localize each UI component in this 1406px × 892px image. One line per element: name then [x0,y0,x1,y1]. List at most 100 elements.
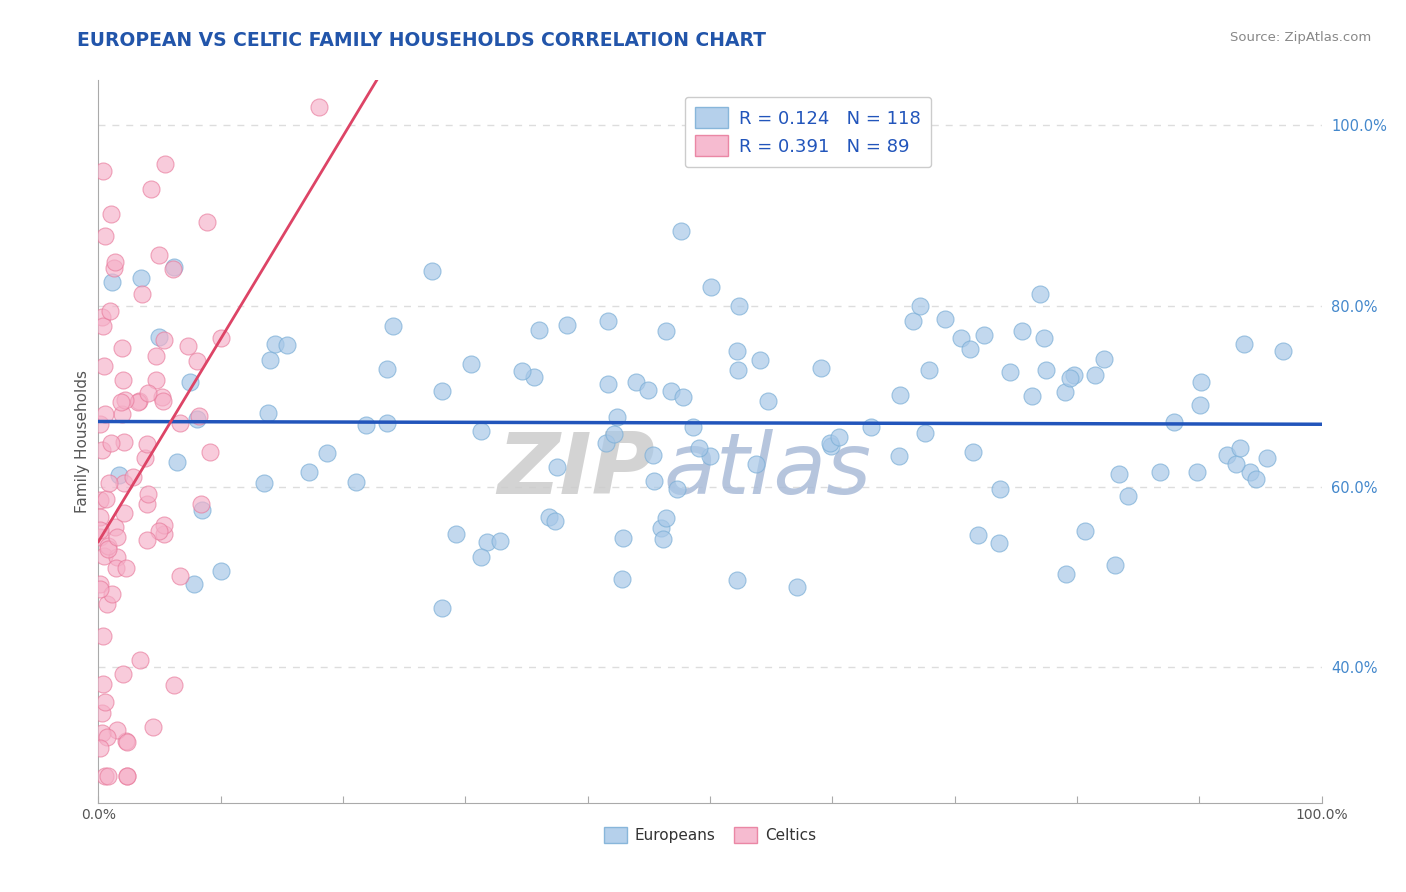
Point [89,510,111,524]
Text: Source: ZipAtlas.com: Source: ZipAtlas.com [1230,31,1371,45]
Point [538,510,561,524]
Text: atlas: atlas [664,429,872,512]
Point [115,735,138,749]
Point [1021,389,1043,403]
Point [94,695,117,709]
Point [96,492,118,507]
Point [908,299,931,313]
Point [470,550,492,565]
Y-axis label: Family Households: Family Households [75,370,90,513]
Point [191,503,214,517]
Point [654,324,676,338]
Point [1244,472,1267,486]
Point [187,409,209,424]
Point [131,287,153,301]
Point [100,436,122,450]
Point [136,437,159,451]
Point [527,323,550,337]
Point [97,541,120,556]
Point [488,533,510,548]
Point [745,458,768,472]
Point [546,459,568,474]
Point [682,420,704,434]
Point [89,523,111,537]
Text: EUROPEAN VS CELTIC FAMILY HOUSEHOLDS CORRELATION CHART: EUROPEAN VS CELTIC FAMILY HOUSEHOLDS COR… [77,31,766,50]
Point [1163,415,1185,429]
Point [988,482,1011,496]
Point [112,434,135,449]
Point [308,100,330,114]
Point [901,314,924,328]
Point [655,511,678,525]
Point [122,469,145,483]
Point [700,280,723,294]
Point [105,530,128,544]
Point [1028,287,1050,301]
Point [1074,524,1097,538]
Point [104,561,127,575]
Point [166,455,188,469]
Point [110,395,132,409]
Point [603,426,626,441]
Point [523,369,546,384]
Point [375,416,398,430]
Point [672,390,695,404]
Point [1116,490,1139,504]
Point [298,465,321,479]
Point [1229,441,1251,455]
Point [89,530,111,544]
Point [253,476,276,491]
Point [263,337,285,351]
Point [470,424,492,438]
Point [430,601,453,615]
Point [163,678,186,692]
Point [105,723,128,738]
Point [1104,558,1126,573]
Point [111,407,134,421]
Point [91,725,114,739]
Point [610,572,633,586]
Point [114,561,136,575]
Point [103,261,125,276]
Point [101,275,124,289]
Legend: Europeans, Celtics: Europeans, Celtics [598,822,823,849]
Point [998,365,1021,379]
Point [962,445,984,459]
Point [209,331,232,345]
Point [91,676,114,690]
Point [606,409,628,424]
Point [91,629,114,643]
Point [967,528,990,542]
Point [179,376,201,390]
Point [595,436,617,450]
Point [145,373,167,387]
Point [148,330,170,344]
Point [128,653,150,667]
Point [1187,465,1209,479]
Point [543,514,565,528]
Point [375,362,398,376]
Point [97,539,120,553]
Point [190,497,212,511]
Point [169,416,191,430]
Point [114,475,136,490]
Point [1084,368,1107,382]
Point [1232,337,1254,351]
Point [148,248,170,262]
Point [112,506,135,520]
Point [104,255,127,269]
Point [117,769,139,783]
Point [651,533,673,547]
Point [650,521,672,535]
Point [828,430,851,444]
Point [153,527,176,541]
Point [1272,344,1295,359]
Point [728,299,751,313]
Point [91,310,114,324]
Point [1256,450,1278,465]
Point [94,769,117,783]
Point [889,388,911,402]
Point [661,384,683,398]
Point [1225,457,1247,471]
Point [145,349,167,363]
